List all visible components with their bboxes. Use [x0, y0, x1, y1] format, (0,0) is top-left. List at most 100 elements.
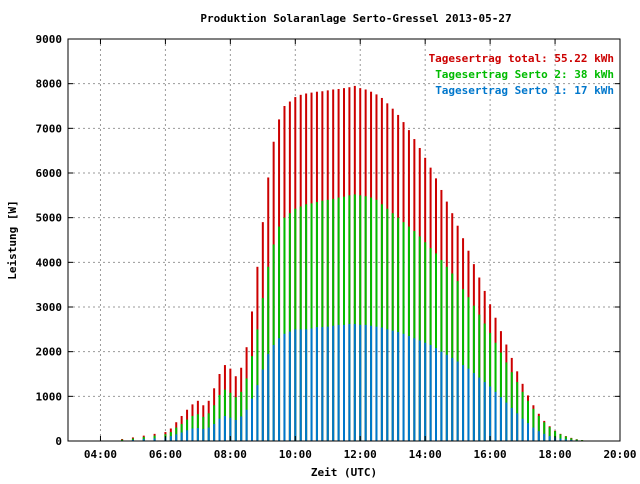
bar-serto-1 [484, 382, 486, 441]
bar-serto-1 [532, 428, 534, 441]
bar-serto-1 [489, 387, 491, 441]
bar-serto-1 [348, 324, 350, 441]
bar-serto-1 [511, 408, 513, 441]
bar-serto-1 [500, 397, 502, 441]
x-tick-label: 16:00 [474, 448, 507, 461]
y-tick-label: 1000 [36, 390, 63, 403]
bar-serto-1 [457, 361, 459, 441]
y-tick-label: 9000 [36, 33, 63, 46]
bar-serto-1 [327, 327, 329, 441]
x-axis-label: Zeit (UTC) [311, 466, 377, 479]
x-tick-label: 12:00 [344, 448, 377, 461]
bar-serto-1 [365, 325, 367, 441]
bar-serto-1 [527, 423, 529, 441]
bar-serto-1 [197, 428, 199, 441]
bar-serto-1 [538, 431, 540, 441]
bar-serto-1 [338, 325, 340, 441]
bar-serto-1 [419, 341, 421, 442]
bar-serto-1 [413, 338, 415, 441]
bar-serto-1 [294, 329, 296, 441]
bar-serto-1 [343, 325, 345, 441]
bar-serto-1 [202, 429, 204, 441]
y-axis-label: Leistung [W] [6, 200, 19, 279]
bar-serto-1 [311, 328, 313, 441]
bar-serto-1 [381, 328, 383, 441]
legend: Tagesertrag total: 55.22 kWh Tagesertrag … [429, 52, 614, 97]
bar-serto-1 [386, 329, 388, 441]
bar-serto-1 [543, 434, 545, 441]
bar-serto-1 [208, 428, 210, 441]
bar-serto-1 [473, 373, 475, 441]
x-tick-label: 18:00 [538, 448, 571, 461]
bar-serto-1 [321, 327, 323, 441]
x-tick-label: 08:00 [214, 448, 247, 461]
bar-serto-1 [170, 436, 172, 441]
bar-serto-1 [478, 378, 480, 441]
bar-serto-1 [516, 413, 518, 441]
bar-serto-1 [446, 355, 448, 441]
bar-serto-1 [267, 354, 269, 441]
bar-serto-1 [462, 365, 464, 441]
bar-serto-1 [316, 327, 318, 441]
x-tick-label: 14:00 [409, 448, 442, 461]
y-tick-label: 7000 [36, 122, 63, 135]
bar-serto-1 [397, 332, 399, 441]
bar-serto-1 [305, 329, 307, 441]
bar-serto-1 [392, 331, 394, 441]
bar-serto-1 [451, 358, 453, 441]
bar-serto-1 [430, 345, 432, 441]
bar-serto-1 [424, 343, 426, 441]
y-tick-label: 5000 [36, 212, 63, 225]
y-tick-label: 3000 [36, 301, 63, 314]
bar-serto-1 [181, 433, 183, 441]
bar-serto-1 [213, 424, 215, 441]
y-tick-label: 0 [55, 435, 62, 448]
y-tick-label: 4000 [36, 256, 63, 269]
bar-serto-1 [408, 336, 410, 441]
bar-serto-1 [495, 392, 497, 441]
bar-serto-1 [224, 416, 226, 441]
bar-serto-1 [273, 345, 275, 441]
x-tick-label: 04:00 [84, 448, 117, 461]
bar-serto-1 [246, 410, 248, 441]
chart-title: Produktion Solaranlage Serto-Gressel 201… [200, 12, 511, 25]
bar-serto-1 [251, 399, 253, 441]
bar-serto-1 [186, 430, 188, 441]
bar-serto-1 [300, 329, 302, 441]
x-tick-label: 10:00 [279, 448, 312, 461]
bar-serto-1 [219, 419, 221, 441]
bar-serto-1 [175, 434, 177, 441]
bar-serto-1 [435, 348, 437, 441]
y-tick-label: 2000 [36, 346, 63, 359]
bar-serto-1 [505, 403, 507, 441]
bar-serto-1 [256, 385, 258, 441]
bar-serto-1 [240, 416, 242, 441]
legend-entry: Tagesertrag Serto 1: 17 kWh [435, 84, 614, 97]
bar-serto-1 [375, 327, 377, 441]
legend-entry: Tagesertrag total: 55.22 kWh [429, 52, 614, 65]
y-tick-label: 8000 [36, 78, 63, 91]
bar-serto-1 [359, 325, 361, 441]
x-tick-label: 06:00 [149, 448, 182, 461]
bar-serto-1 [440, 352, 442, 441]
y-tick-label: 6000 [36, 167, 63, 180]
bar-serto-1 [283, 334, 285, 441]
bar-serto-1 [370, 326, 372, 441]
bar-serto-1 [549, 436, 551, 441]
bar-serto-1 [262, 370, 264, 441]
bar-serto-1 [332, 326, 334, 441]
bars [121, 86, 588, 441]
bar-serto-1 [235, 420, 237, 441]
bar-serto-1 [278, 338, 280, 441]
bar-serto-1 [522, 419, 524, 441]
bar-serto-1 [289, 332, 291, 441]
bar-serto-1 [467, 369, 469, 441]
bar-serto-1 [191, 428, 193, 441]
bar-serto-1 [354, 324, 356, 441]
x-tick-label: 20:00 [603, 448, 636, 461]
legend-entry: Tagesertrag Serto 2: 38 kWh [435, 68, 614, 81]
bar-serto-1 [403, 334, 405, 441]
ticks: 0 1000 2000 3000 4000 5000 6000 7000 8000 9000 04:… [36, 33, 637, 461]
